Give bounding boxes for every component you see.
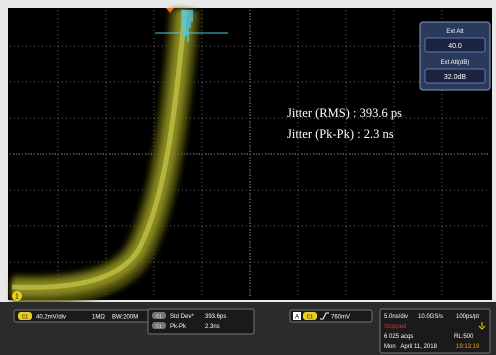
scale: 40.2mV/div (36, 315, 66, 321)
meas-name: Std Dev* (170, 314, 194, 320)
annotation: Jitter (RMS) : 393.6 ps (287, 106, 402, 120)
badge-label: C1 (156, 314, 162, 319)
ext-att-panel: Ext Att 40.0 Ext Att(dB) 32.0dB (420, 22, 490, 90)
acqs: 6 025 acqs (384, 334, 413, 340)
badge-label: C1 (22, 315, 29, 321)
bandwidth: BW:200M (112, 315, 138, 321)
scope: Ext Att 40.0 Ext Att(dB) 32.0dB Jitter (… (0, 0, 496, 355)
scope-screenshot: Ext Att 40.0 Ext Att(dB) 32.0dB Jitter (… (0, 0, 496, 355)
meas-value: 393.6ps (205, 314, 226, 320)
record: RL:500 (454, 334, 474, 340)
value: 40.0 (448, 43, 462, 50)
annotation: Jitter (Pk-Pk) : 2.3 ns (287, 127, 394, 141)
rate: 10.0GS/s (418, 314, 443, 320)
label: Ext Att (446, 29, 464, 35)
timebase: 5.0ns/div (384, 314, 408, 320)
value: 32.0dB (444, 74, 467, 81)
meas-value: 2.3ns (205, 324, 220, 330)
ch-marker-label: 1 (15, 294, 19, 301)
time: 19:13:19 (456, 344, 480, 350)
trigger-mode: A (295, 315, 299, 321)
impedance: 1MΩ (92, 315, 105, 321)
badge-label: C1 (307, 315, 314, 321)
state: Stopped (384, 324, 406, 330)
meas-name: Pk-Pk (170, 324, 187, 330)
badge-label: C1 (156, 324, 162, 329)
resolution: 100ps/pt (456, 314, 479, 320)
trigger-level: 760mV (331, 315, 350, 321)
date: Mon April 11, 2018 (384, 344, 438, 350)
label: Ext Att(dB) (441, 60, 470, 66)
